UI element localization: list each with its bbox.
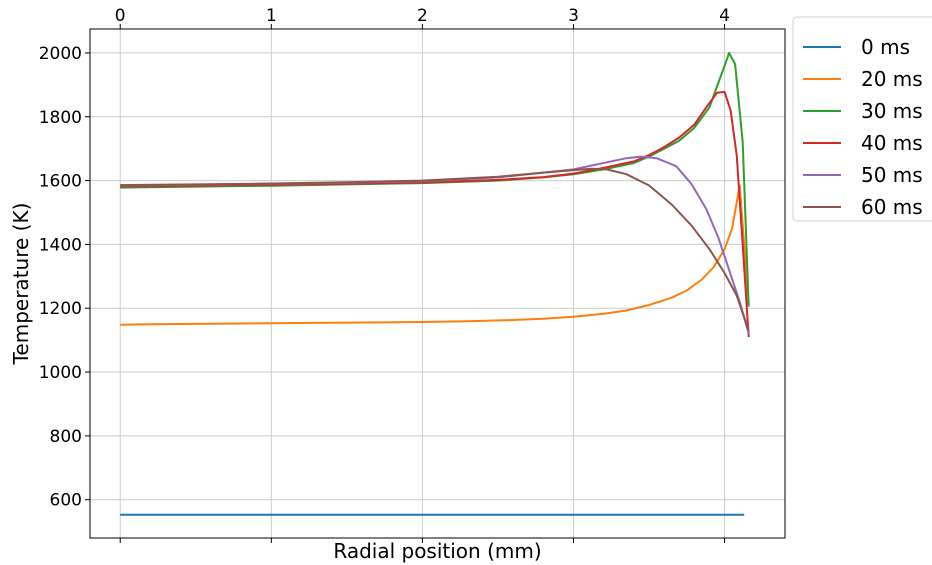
y-tick-label: 1400 [39, 235, 82, 255]
y-tick-label: 1200 [39, 299, 82, 319]
y-tick-label: 1800 [39, 108, 82, 128]
legend-label: 60 ms [861, 195, 923, 219]
y-axis-label: Temperature (K) [9, 203, 33, 366]
legend-box [792, 16, 932, 222]
grid [90, 29, 785, 538]
series-line-40-ms [120, 90, 750, 338]
y-tick-label: 1000 [39, 363, 82, 383]
y-tick-label: 2000 [39, 44, 82, 64]
x-tick-label: 2 [417, 6, 428, 26]
legend-label: 20 ms [861, 67, 923, 91]
legend-label: 40 ms [861, 131, 923, 155]
legend-label: 50 ms [861, 163, 923, 187]
legend: 0 ms 20 ms 30 ms 40 ms 50 ms 60 ms [792, 16, 932, 222]
x-axis-label: Radial position (mm) [333, 539, 541, 563]
x-tick-label: 0 [115, 6, 126, 26]
x-tick-label: 3 [568, 6, 579, 26]
x-tick-label: 4 [719, 6, 730, 26]
y-tick-label: 600 [50, 491, 82, 511]
plot-lines [120, 51, 750, 516]
series-line-60-ms [120, 167, 750, 331]
legend-label: 0 ms [861, 35, 910, 59]
x-tick-label: 1 [266, 6, 277, 26]
y-tick-label: 1600 [39, 172, 82, 192]
axis-ticks: 0 1 2 3 4 600 800 1000 1200 1400 1600 1800 2000 [39, 6, 730, 543]
y-tick-label: 800 [50, 427, 82, 447]
series-line-20-ms [120, 184, 750, 326]
legend-label: 30 ms [861, 99, 923, 123]
plot-frame [89, 28, 786, 539]
